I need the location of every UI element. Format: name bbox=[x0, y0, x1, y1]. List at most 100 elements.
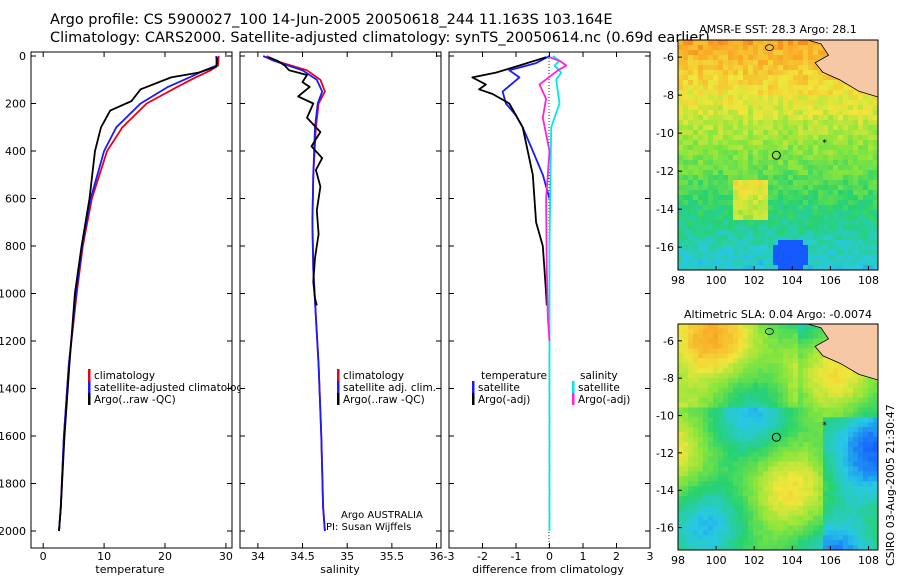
map-cell bbox=[808, 378, 814, 384]
map-cell bbox=[773, 402, 779, 408]
map-cell bbox=[758, 486, 764, 492]
map-cell bbox=[783, 60, 789, 66]
map-cell bbox=[803, 422, 809, 428]
map-cell bbox=[838, 135, 844, 141]
map-cell bbox=[783, 95, 789, 101]
map-cell bbox=[713, 255, 719, 261]
map-cell bbox=[838, 486, 844, 492]
map-cell bbox=[693, 190, 699, 196]
map-cell bbox=[863, 195, 869, 201]
map-cell bbox=[803, 500, 809, 507]
map-cell bbox=[733, 495, 739, 502]
map-cell bbox=[808, 195, 814, 201]
map-cell bbox=[863, 422, 869, 428]
map-cell bbox=[728, 382, 734, 389]
map-cell bbox=[803, 165, 809, 171]
map-cell bbox=[738, 446, 744, 453]
map-cell bbox=[783, 545, 789, 551]
map-cell bbox=[688, 520, 694, 526]
map-cell bbox=[678, 110, 684, 116]
map-cell bbox=[743, 65, 749, 71]
map-cell bbox=[768, 456, 774, 462]
map-cell bbox=[823, 265, 829, 271]
map-cell bbox=[848, 515, 854, 521]
map-cell bbox=[748, 60, 754, 66]
map-cell bbox=[788, 500, 794, 507]
map-cell bbox=[718, 60, 724, 66]
map-cell bbox=[833, 205, 839, 211]
map-cell bbox=[778, 165, 784, 171]
map-cell bbox=[808, 373, 814, 379]
map-cell bbox=[748, 368, 754, 374]
map-cell bbox=[743, 255, 749, 261]
map-cell bbox=[873, 190, 879, 196]
map-cell bbox=[788, 150, 794, 156]
map-cell bbox=[778, 363, 784, 369]
map-cell bbox=[808, 40, 814, 46]
map-cell bbox=[813, 530, 819, 536]
map-cell bbox=[758, 476, 764, 482]
map-cell bbox=[808, 525, 814, 531]
map-cell bbox=[843, 471, 849, 477]
map-cell bbox=[753, 130, 759, 136]
map-cell bbox=[833, 535, 839, 541]
map-cell bbox=[698, 476, 704, 482]
map-cell bbox=[703, 170, 709, 176]
map-cell bbox=[683, 70, 689, 76]
map-cell bbox=[853, 260, 859, 266]
map-cell bbox=[793, 535, 799, 541]
map-cell bbox=[848, 491, 854, 497]
map-cell bbox=[788, 545, 794, 551]
map-cell bbox=[733, 525, 739, 531]
map-cell bbox=[783, 75, 789, 81]
map-cell bbox=[748, 115, 754, 121]
map-cell bbox=[813, 495, 819, 502]
map-cell bbox=[688, 155, 694, 161]
map-cell bbox=[723, 466, 729, 472]
map-cell bbox=[703, 265, 709, 271]
map-cell bbox=[683, 363, 689, 369]
map-cell bbox=[818, 75, 824, 81]
map-cell bbox=[708, 338, 714, 345]
map-cell bbox=[823, 545, 829, 551]
map-cell bbox=[773, 505, 779, 512]
map-cell bbox=[823, 491, 829, 497]
map-cell bbox=[873, 155, 879, 161]
map-cell bbox=[698, 170, 704, 176]
map-cell bbox=[688, 195, 694, 201]
map-cell bbox=[758, 422, 764, 428]
map-cell bbox=[763, 432, 769, 438]
map-cell bbox=[813, 130, 819, 136]
map-cell bbox=[688, 348, 694, 354]
map-cell bbox=[758, 255, 764, 261]
map-cell bbox=[683, 378, 689, 384]
map-cell bbox=[753, 461, 759, 467]
map-cell bbox=[818, 373, 824, 379]
sla-map-frame bbox=[677, 323, 879, 551]
map-cell bbox=[828, 235, 834, 241]
map-cell bbox=[733, 75, 739, 81]
map-cell bbox=[743, 456, 749, 462]
map-cell bbox=[703, 392, 709, 399]
map-cell bbox=[738, 515, 744, 521]
map-cell bbox=[833, 160, 839, 166]
map-cell bbox=[738, 135, 744, 141]
map-cell bbox=[798, 255, 804, 261]
map-cell bbox=[818, 456, 824, 462]
map-cell bbox=[773, 451, 779, 458]
map-cell bbox=[803, 65, 809, 71]
map-cell bbox=[848, 255, 854, 261]
map-cell bbox=[708, 215, 714, 221]
map-cell bbox=[708, 255, 714, 261]
map-cell bbox=[688, 500, 694, 507]
map-cell bbox=[748, 510, 754, 517]
map-cell bbox=[773, 210, 779, 216]
map-cell bbox=[758, 412, 764, 418]
map-cell bbox=[678, 510, 684, 517]
map-cell bbox=[788, 378, 794, 384]
map-cell bbox=[698, 70, 704, 76]
map-cell bbox=[858, 175, 864, 181]
map-cell bbox=[818, 515, 824, 521]
map-cell bbox=[693, 205, 699, 211]
map-cell bbox=[758, 461, 764, 467]
